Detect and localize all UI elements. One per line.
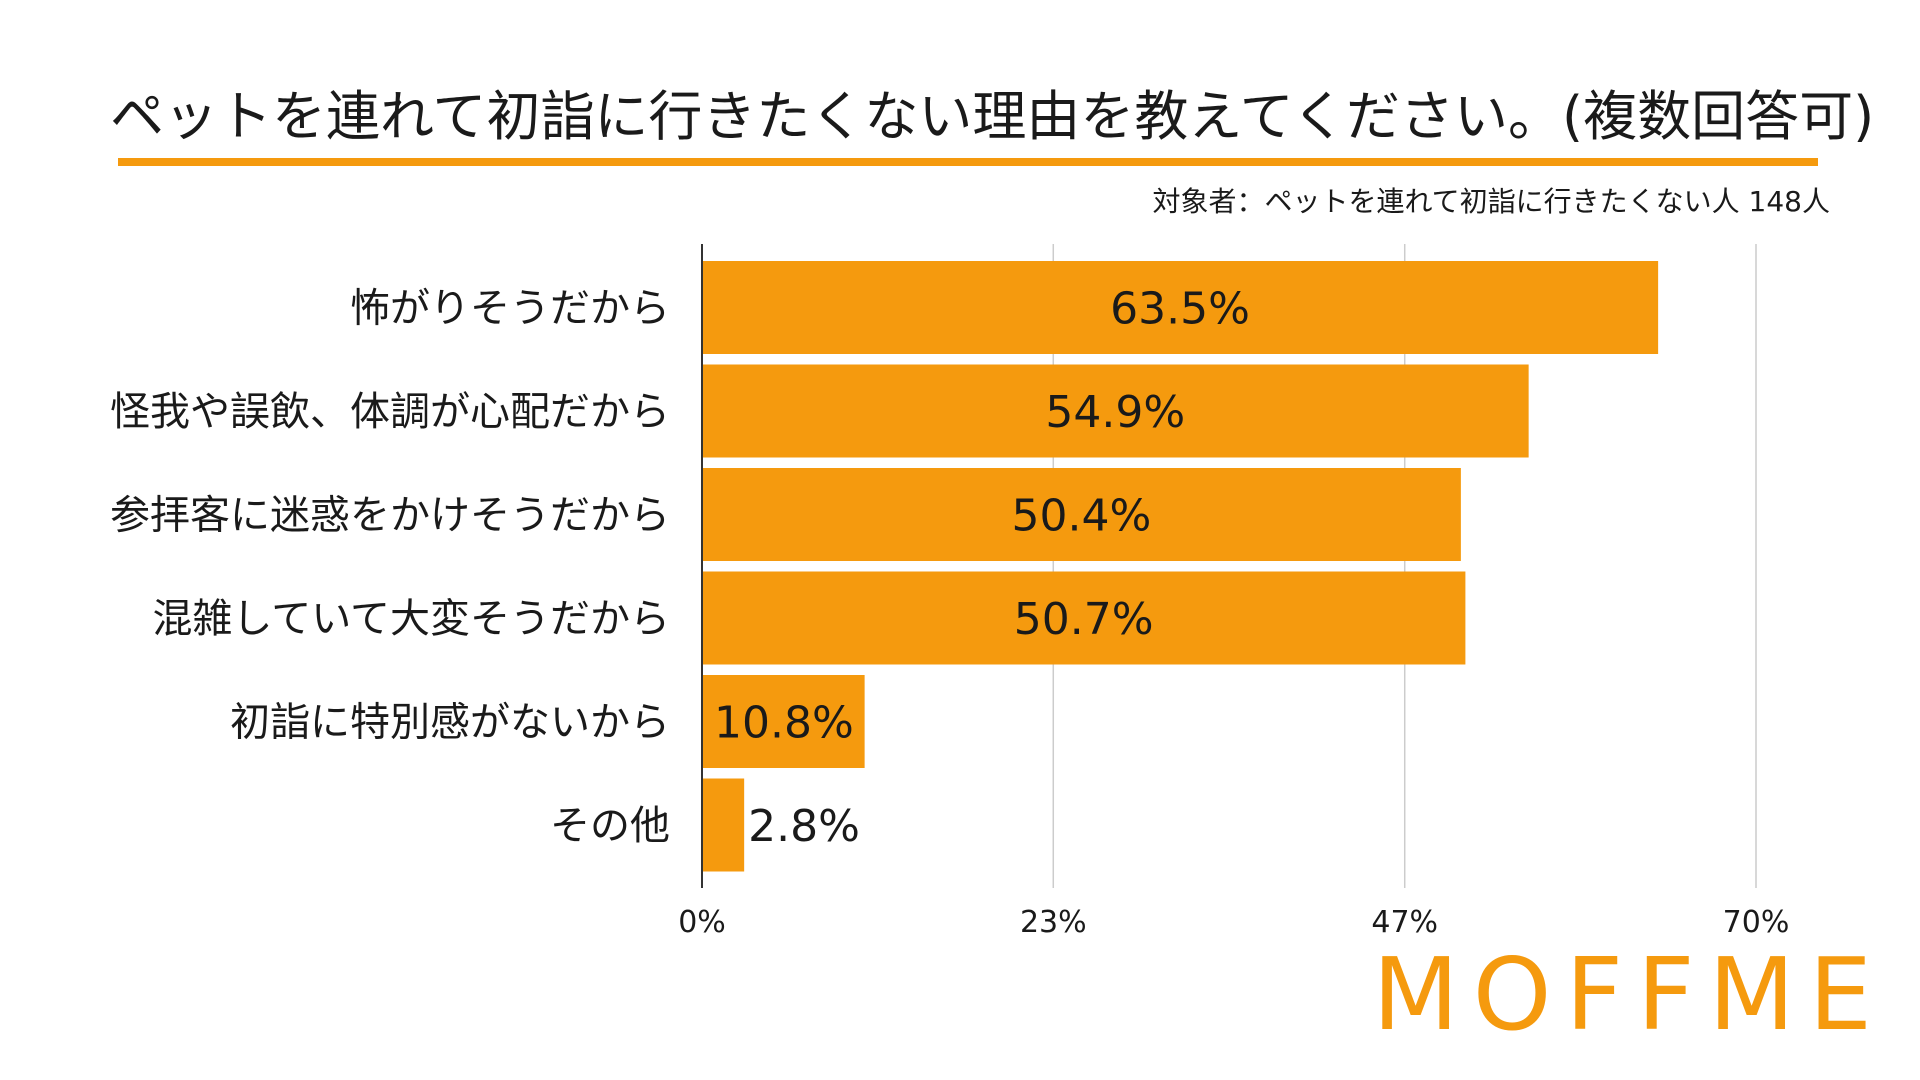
- category-label: 初詣に特別感がないから: [230, 700, 670, 746]
- category-label: 怖がりそうだから: [350, 286, 670, 332]
- chart-subtitle: 対象者：ペットを連れて初詣に行きたくない人 148人: [1152, 185, 1830, 218]
- chart-title: ペットを連れて初詣に行きたくない理由を教えてください。(複数回答可): [110, 85, 1875, 148]
- bar: [702, 468, 1461, 561]
- data-label: 50.7%: [1014, 594, 1154, 645]
- bar: [702, 364, 1529, 458]
- bar: [702, 675, 865, 768]
- category-label: 混雑していて大変そうだから: [152, 596, 670, 642]
- category-label: その他: [550, 803, 670, 849]
- data-label: 63.5%: [1110, 284, 1250, 335]
- data-label: 2.8%: [748, 801, 860, 852]
- moffme-logo: MOFFME: [1372, 936, 1886, 1053]
- data-label: 50.4%: [1012, 491, 1152, 542]
- category-label: 参拝客に迷惑をかけそうだから: [110, 493, 670, 539]
- category-label: 怪我や誤飲、体調が心配だから: [110, 389, 670, 435]
- bar: [702, 571, 1466, 665]
- x-tick-label: 0%: [678, 905, 726, 940]
- data-label: 10.8%: [714, 698, 854, 749]
- bar: [702, 778, 745, 872]
- data-label: 54.9%: [1045, 387, 1185, 438]
- x-tick-label: 47%: [1371, 905, 1438, 940]
- title-underline: [118, 158, 1818, 166]
- x-tick-label: 70%: [1723, 905, 1790, 940]
- x-tick-label: 23%: [1020, 905, 1087, 940]
- bar: [702, 261, 1659, 354]
